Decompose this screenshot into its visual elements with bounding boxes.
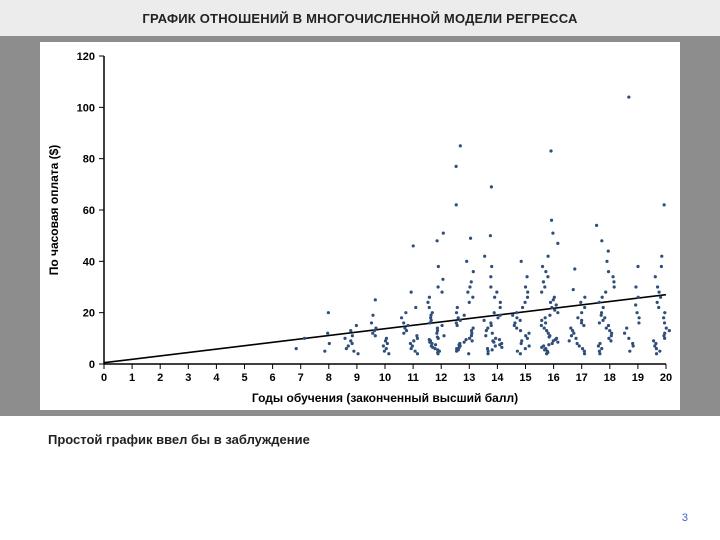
svg-text:14: 14: [491, 372, 504, 384]
svg-text:9: 9: [354, 372, 360, 384]
svg-text:6: 6: [270, 372, 276, 384]
svg-text:20: 20: [660, 372, 672, 384]
svg-text:7: 7: [298, 372, 304, 384]
svg-text:5: 5: [241, 372, 247, 384]
svg-text:12: 12: [435, 372, 447, 384]
scatter-chart: 0123456789101112131415161718192002040608…: [40, 42, 680, 410]
svg-text:8: 8: [326, 372, 332, 384]
svg-text:15: 15: [519, 372, 531, 384]
title-bar: ГРАФИК ОТНОШЕНИЙ В МНОГОЧИСЛЕННОЙ МОДЕЛИ…: [0, 0, 720, 36]
svg-text:40: 40: [83, 256, 95, 268]
svg-text:3: 3: [185, 372, 191, 384]
svg-text:10: 10: [379, 372, 391, 384]
chart-band: 0123456789101112131415161718192002040608…: [0, 36, 720, 416]
slide-title: ГРАФИК ОТНОШЕНИЙ В МНОГОЧИСЛЕННОЙ МОДЕЛИ…: [142, 11, 577, 26]
slide: ГРАФИК ОТНОШЕНИЙ В МНОГОЧИСЛЕННОЙ МОДЕЛИ…: [0, 0, 720, 540]
svg-text:0: 0: [101, 372, 107, 384]
svg-text:2: 2: [157, 372, 163, 384]
svg-text:13: 13: [463, 372, 475, 384]
svg-text:Годы обучения (законченный выс: Годы обучения (законченный высший балл): [252, 391, 518, 405]
svg-text:По часовая оплата ($): По часовая оплата ($): [47, 145, 61, 276]
chart-card: 0123456789101112131415161718192002040608…: [40, 42, 680, 410]
svg-text:16: 16: [547, 372, 559, 384]
svg-text:80: 80: [83, 154, 95, 166]
caption-text: Простой график ввел бы в заблуждение: [48, 432, 310, 447]
svg-text:60: 60: [83, 205, 95, 217]
svg-text:18: 18: [604, 372, 616, 384]
svg-text:17: 17: [576, 372, 588, 384]
svg-text:20: 20: [83, 308, 95, 320]
svg-text:120: 120: [77, 51, 95, 63]
page-number: 3: [682, 512, 688, 524]
svg-text:19: 19: [632, 372, 644, 384]
svg-text:1: 1: [129, 372, 135, 384]
svg-text:4: 4: [213, 372, 220, 384]
svg-text:0: 0: [89, 359, 95, 371]
svg-text:100: 100: [77, 102, 95, 114]
svg-text:11: 11: [407, 372, 419, 384]
